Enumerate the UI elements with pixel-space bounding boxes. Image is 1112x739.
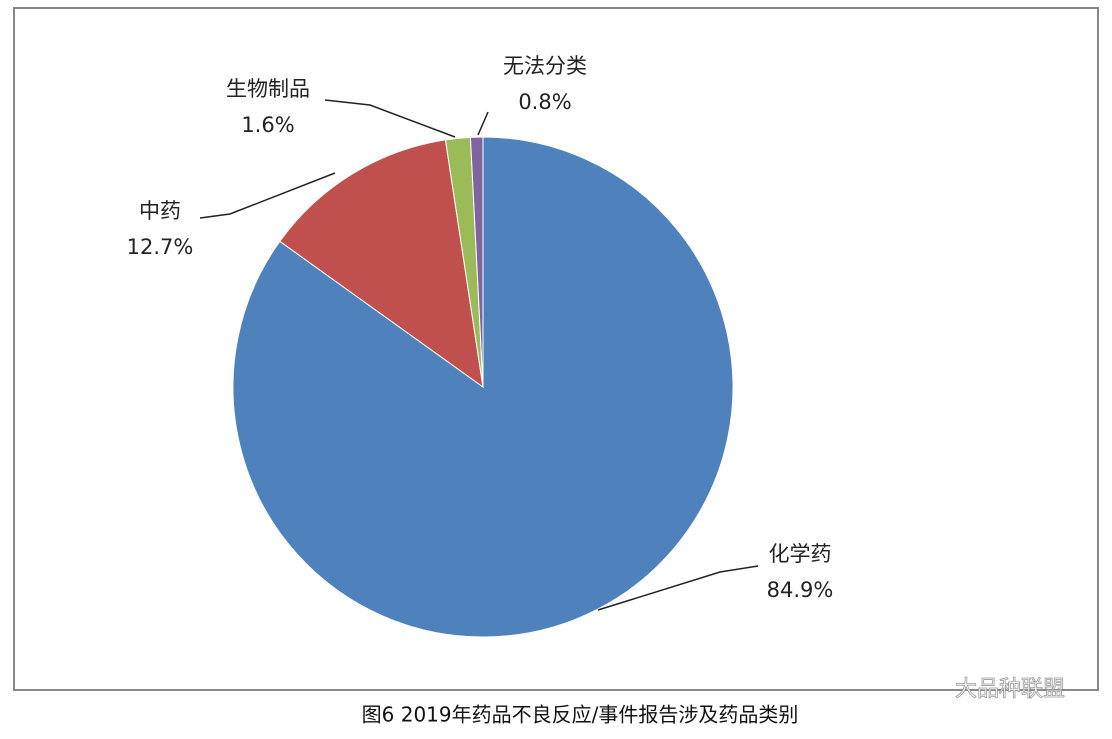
pie-slice [279,139,484,389]
category-label: 无法分类 [503,54,587,78]
leader-line [324,99,456,138]
value-label: 12.7% [127,235,194,259]
value-label: 0.8% [518,90,571,114]
chart-title: 图6 2019年药品不良反应/事件报告涉及药品类别 [362,703,799,727]
pie-slice [469,136,484,388]
category-label: 化学药 [769,542,832,566]
leader-line [199,172,336,219]
leader-line [477,111,489,136]
value-label: 84.9% [767,578,834,602]
category-label: 生物制品 [226,77,310,101]
leader-line [597,565,759,611]
value-label: 1.6% [241,113,294,137]
category-label: 中药 [139,199,181,223]
watermark: 大品种联盟 [955,677,1065,702]
